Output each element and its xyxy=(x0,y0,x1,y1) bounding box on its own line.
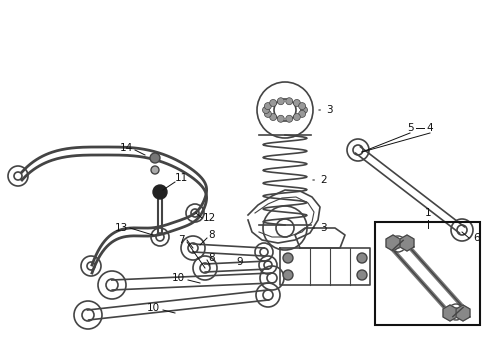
Polygon shape xyxy=(443,305,457,321)
Circle shape xyxy=(298,111,306,117)
Circle shape xyxy=(265,111,271,117)
Circle shape xyxy=(150,153,160,163)
Text: 3: 3 xyxy=(319,105,333,115)
Circle shape xyxy=(277,98,284,105)
Text: 2: 2 xyxy=(313,175,327,185)
Bar xyxy=(375,222,480,325)
Text: 5: 5 xyxy=(407,123,413,133)
Text: 4: 4 xyxy=(427,123,433,133)
Polygon shape xyxy=(400,235,414,251)
Text: 10: 10 xyxy=(147,303,160,313)
Text: 9: 9 xyxy=(237,257,244,267)
Circle shape xyxy=(270,99,277,107)
Circle shape xyxy=(153,185,167,199)
Circle shape xyxy=(265,103,271,109)
Text: 14: 14 xyxy=(120,143,133,153)
Text: 10: 10 xyxy=(172,273,185,283)
Circle shape xyxy=(294,113,300,121)
Circle shape xyxy=(357,270,367,280)
Text: 7: 7 xyxy=(178,235,185,245)
Circle shape xyxy=(151,166,159,174)
Text: 12: 12 xyxy=(203,213,216,223)
Circle shape xyxy=(286,98,293,105)
Circle shape xyxy=(283,253,293,263)
Text: 3: 3 xyxy=(313,223,327,233)
Polygon shape xyxy=(386,235,400,251)
Circle shape xyxy=(298,103,306,109)
Circle shape xyxy=(300,107,308,113)
Text: 6: 6 xyxy=(473,233,480,243)
Circle shape xyxy=(294,99,300,107)
Text: 8: 8 xyxy=(209,253,215,263)
Circle shape xyxy=(283,270,293,280)
Text: 1: 1 xyxy=(425,208,431,218)
Text: 11: 11 xyxy=(175,173,188,183)
Circle shape xyxy=(270,113,277,121)
Text: 13: 13 xyxy=(115,223,128,233)
Circle shape xyxy=(286,115,293,122)
Polygon shape xyxy=(456,305,470,321)
Text: 8: 8 xyxy=(209,230,215,240)
Circle shape xyxy=(357,253,367,263)
Circle shape xyxy=(277,115,284,122)
Circle shape xyxy=(263,107,270,113)
